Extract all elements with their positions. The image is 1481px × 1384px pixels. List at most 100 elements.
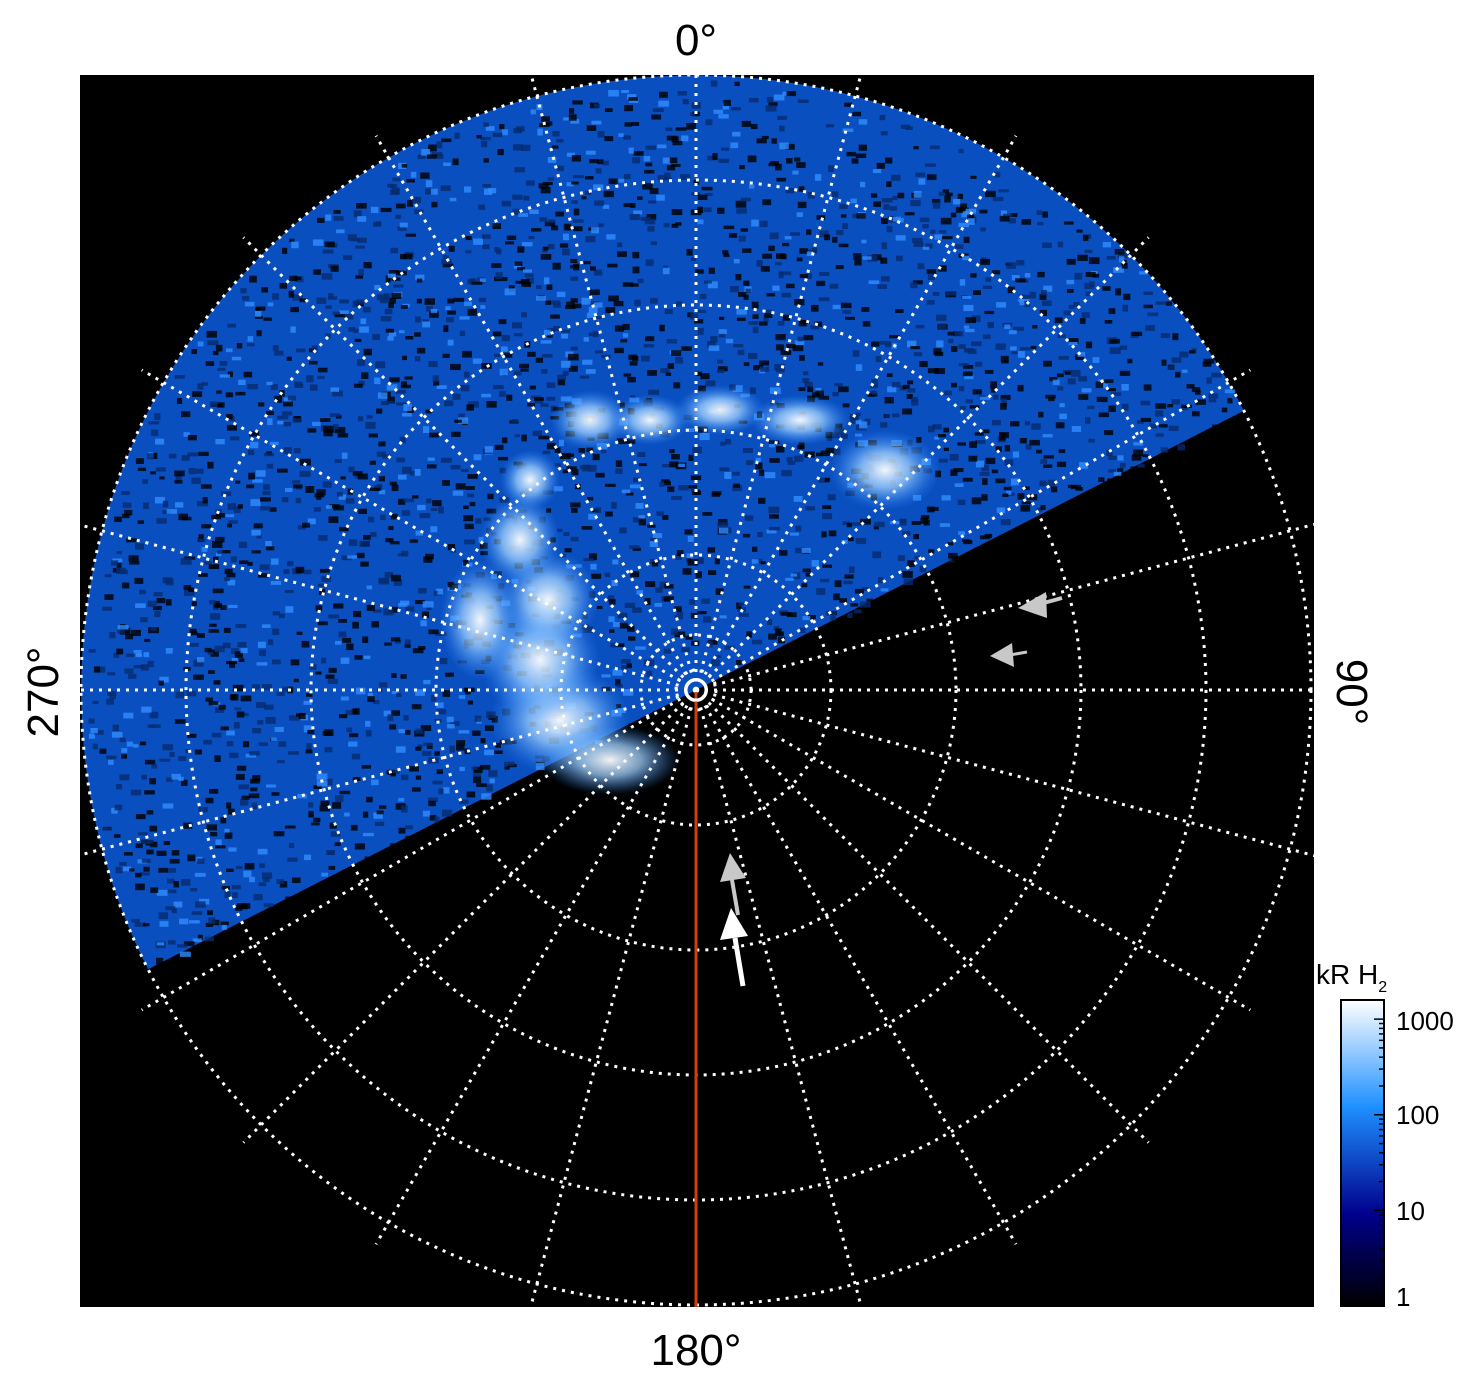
noise-speck: [880, 588, 889, 592]
noise-speck: [317, 621, 328, 626]
noise-speck: [230, 694, 239, 701]
noise-speck: [484, 446, 494, 453]
noise-speck: [540, 254, 552, 260]
noise-speck: [322, 249, 334, 254]
noise-speck: [220, 921, 229, 926]
noise-speck: [995, 478, 1006, 484]
noise-speck: [1068, 342, 1078, 346]
noise-speck: [518, 213, 529, 217]
noise-speck: [1119, 345, 1128, 350]
noise-speck: [552, 131, 560, 137]
noise-speck: [472, 730, 481, 736]
noise-speck: [587, 496, 594, 501]
noise-speck: [1000, 394, 1011, 400]
noise-speck: [747, 155, 757, 163]
noise-speck: [992, 270, 1001, 275]
noise-speck: [464, 186, 472, 193]
noise-speck: [547, 157, 557, 163]
noise-speck: [244, 863, 255, 870]
noise-speck: [494, 353, 501, 357]
noise-speck: [614, 347, 624, 354]
noise-speck: [492, 132, 503, 138]
noise-speck: [348, 466, 355, 473]
noise-speck: [348, 326, 356, 332]
noise-speck: [1037, 222, 1044, 226]
noise-speck: [294, 276, 302, 281]
noise-speck: [724, 645, 735, 650]
noise-speck: [730, 142, 739, 149]
noise-speck: [1106, 388, 1116, 392]
noise-speck: [1004, 445, 1011, 452]
noise-speck: [403, 498, 414, 503]
noise-speck: [948, 338, 954, 344]
noise-speck: [481, 141, 488, 148]
noise-speck: [415, 689, 425, 696]
noise-speck: [215, 707, 225, 713]
noise-speck: [356, 552, 365, 559]
noise-speck: [547, 328, 556, 332]
noise-speck: [902, 384, 910, 390]
noise-speck: [880, 131, 888, 136]
noise-speck: [623, 203, 633, 208]
noise-speck: [207, 910, 214, 916]
noise-speck: [247, 561, 253, 566]
noise-speck: [212, 350, 219, 356]
noise-speck: [759, 360, 770, 366]
noise-speck: [481, 363, 492, 369]
noise-speck: [533, 397, 544, 401]
noise-speck: [618, 133, 624, 137]
noise-speck: [495, 272, 503, 280]
noise-speck: [1224, 389, 1236, 394]
noise-speck: [303, 725, 312, 733]
noise-speck: [358, 269, 364, 276]
noise-speck: [855, 419, 862, 425]
noise-speck: [965, 399, 973, 404]
noise-speck: [1029, 439, 1040, 446]
noise-speck: [697, 194, 708, 200]
noise-speck: [175, 691, 185, 699]
noise-speck: [471, 766, 478, 770]
noise-speck: [843, 580, 853, 585]
noise-speck: [743, 585, 751, 589]
noise-speck: [606, 234, 616, 240]
noise-speck: [256, 306, 266, 311]
noise-speck: [156, 889, 168, 896]
noise-speck: [697, 219, 704, 225]
noise-speck: [256, 330, 262, 337]
noise-speck: [270, 384, 278, 391]
noise-speck: [169, 751, 175, 757]
noise-speck: [828, 165, 834, 172]
colorbar-tick-10: 10: [1396, 1196, 1425, 1226]
noise-speck: [178, 756, 187, 761]
noise-speck: [196, 501, 208, 507]
noise-speck: [355, 299, 365, 305]
noise-speck: [629, 545, 640, 549]
noise-speck: [644, 169, 655, 174]
noise-speck: [707, 155, 718, 161]
noise-speck: [354, 655, 363, 660]
noise-speck: [965, 317, 977, 324]
noise-speck: [1059, 403, 1065, 408]
noise-speck: [699, 293, 707, 300]
noise-speck: [380, 207, 392, 213]
noise-speck: [402, 466, 412, 474]
noise-speck: [501, 129, 508, 136]
noise-speck: [892, 195, 898, 201]
noise-speck: [1024, 273, 1031, 278]
noise-speck: [359, 540, 370, 547]
noise-speck: [944, 390, 953, 396]
noise-speck: [764, 472, 776, 479]
noise-speck: [981, 494, 988, 501]
noise-speck: [353, 383, 363, 388]
noise-speck: [187, 435, 197, 441]
noise-speck: [241, 712, 249, 717]
noise-speck: [165, 599, 172, 606]
noise-speck: [226, 802, 232, 809]
noise-speck: [139, 589, 146, 595]
noise-speck: [934, 368, 946, 375]
noise-speck: [559, 452, 571, 460]
noise-speck: [630, 484, 641, 489]
noise-speck: [329, 822, 337, 829]
noise-speck: [570, 536, 579, 542]
noise-speck: [527, 351, 536, 357]
